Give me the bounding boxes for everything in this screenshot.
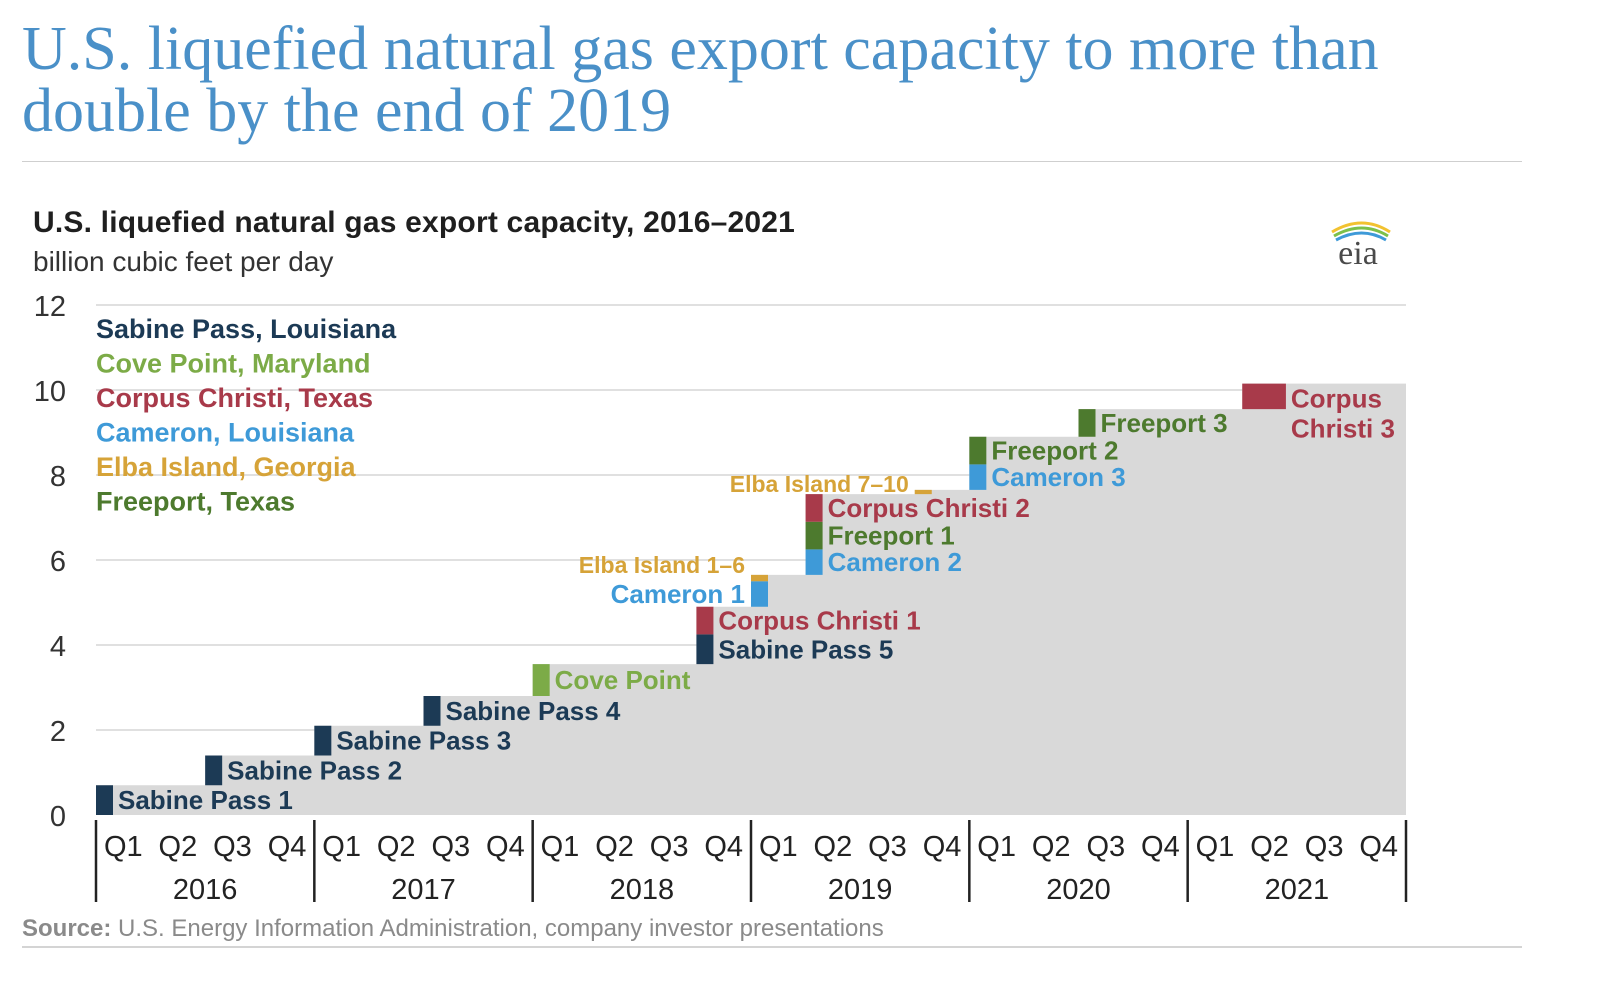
quarter-label: Q1	[1196, 831, 1235, 863]
y-tick-label: 10	[34, 376, 66, 408]
segment-label: Elba Island 1–6	[579, 552, 745, 578]
y-tick-label: 4	[50, 631, 66, 663]
eia-logo: eia	[1331, 221, 1391, 270]
quarter-label: Q4	[268, 831, 307, 863]
segment-sabine-pass-1	[96, 785, 113, 815]
quarter-label: Q2	[814, 831, 853, 863]
segment-sabine-pass-4	[423, 696, 441, 726]
segment-label: Cameron 3	[991, 462, 1125, 492]
segment-label: Elba Island 7–10	[730, 471, 909, 497]
segment-freeport-3	[1078, 409, 1096, 437]
segment-freeport-1	[805, 521, 823, 550]
source-label: Source:	[22, 915, 112, 942]
y-tick-label: 6	[50, 546, 66, 578]
segment-label: Cove Point	[555, 665, 691, 695]
quarter-label: Q2	[377, 831, 416, 863]
segment-label: Freeport 3	[1101, 408, 1228, 438]
quarter-label: Q3	[868, 831, 907, 863]
segment-cove-point	[532, 664, 550, 696]
quarter-label: Q4	[923, 831, 962, 863]
quarter-label: Q3	[650, 831, 689, 863]
segment-elba-island-7-10	[914, 489, 932, 495]
segment-label: Sabine Pass 2	[227, 755, 402, 785]
quarter-label: Q3	[1086, 831, 1125, 863]
segment-label: Corpus Christi 1	[718, 606, 920, 636]
legend-entry: Freeport, Texas	[96, 487, 295, 517]
quarter-label: Q1	[541, 831, 580, 863]
year-label: 2018	[610, 874, 675, 906]
segment-label: Sabine Pass 1	[118, 785, 293, 815]
year-label: 2016	[173, 874, 238, 906]
segment-freeport-2	[969, 436, 987, 465]
segment-label: Freeport 2	[991, 436, 1118, 466]
quarter-label: Q3	[1305, 831, 1344, 863]
quarter-label: Q3	[213, 831, 252, 863]
segment-label: Corpus Christi 2	[828, 493, 1030, 523]
segment-label: Sabine Pass 4	[446, 696, 621, 726]
legend-entry: Sabine Pass, Louisiana	[96, 314, 397, 344]
y-tick-label: 8	[50, 461, 66, 493]
quarter-label: Q4	[1359, 831, 1398, 863]
headline-divider	[22, 161, 1522, 162]
quarter-label: Q4	[704, 831, 743, 863]
source-text: U.S. Energy Information Administration, …	[118, 915, 884, 942]
legend-entry: Elba Island, Georgia	[96, 452, 357, 482]
quarter-label: Q3	[431, 831, 470, 863]
legend-entry: Cove Point, Maryland	[96, 349, 371, 379]
chart-subtitle: billion cubic feet per day	[33, 246, 334, 277]
footer-divider	[22, 946, 1522, 948]
quarter-label: Q1	[977, 831, 1016, 863]
segment-label: Cameron 1	[611, 579, 745, 609]
source-note: Source: U.S. Energy Information Administ…	[22, 915, 884, 943]
segment-cameron-3	[969, 464, 987, 490]
quarter-label: Q1	[759, 831, 798, 863]
year-label: 2017	[391, 874, 456, 906]
legend-entry: Cameron, Louisiana	[96, 418, 355, 448]
y-tick-label: 0	[50, 801, 66, 833]
y-tick-label: 12	[34, 291, 66, 323]
segment-cameron-1	[751, 581, 768, 607]
segment-label: Corpus	[1291, 384, 1382, 414]
segment-elba-island-1-6	[751, 574, 768, 582]
segment-corpus-christi-2	[805, 494, 823, 522]
y-tick-label: 2	[50, 716, 66, 748]
quarter-label: Q2	[1250, 831, 1289, 863]
segment-sabine-pass-5	[696, 634, 714, 665]
segment-label: Cameron 2	[828, 547, 962, 577]
logo-text: eia	[1338, 235, 1378, 270]
chart-title: U.S. liquefied natural gas export capaci…	[33, 206, 796, 239]
segment-label: Sabine Pass 3	[336, 726, 511, 756]
segment-corpus-christi-1	[696, 606, 714, 635]
year-label: 2020	[1046, 874, 1111, 906]
headline: U.S. liquefied natural gas export capaci…	[22, 15, 1379, 145]
segment-cameron-2	[805, 549, 823, 575]
quarter-label: Q2	[1032, 831, 1071, 863]
legend-entry: Corpus Christi, Texas	[96, 383, 373, 413]
segment-label: Christi 3	[1291, 414, 1395, 444]
quarter-label: Q1	[104, 831, 143, 863]
quarter-label: Q4	[1141, 831, 1180, 863]
segment-label: Sabine Pass 5	[718, 634, 893, 664]
quarter-label: Q4	[486, 831, 525, 863]
year-label: 2021	[1265, 874, 1330, 906]
quarter-label: Q2	[159, 831, 198, 863]
year-label: 2019	[828, 874, 893, 906]
quarter-label: Q2	[595, 831, 634, 863]
segment-sabine-pass-2	[205, 755, 223, 786]
segment-sabine-pass-3	[314, 725, 332, 756]
quarter-label: Q1	[322, 831, 361, 863]
segment-label: Freeport 1	[828, 521, 955, 551]
segment-corpus-christi-3	[1242, 383, 1286, 410]
